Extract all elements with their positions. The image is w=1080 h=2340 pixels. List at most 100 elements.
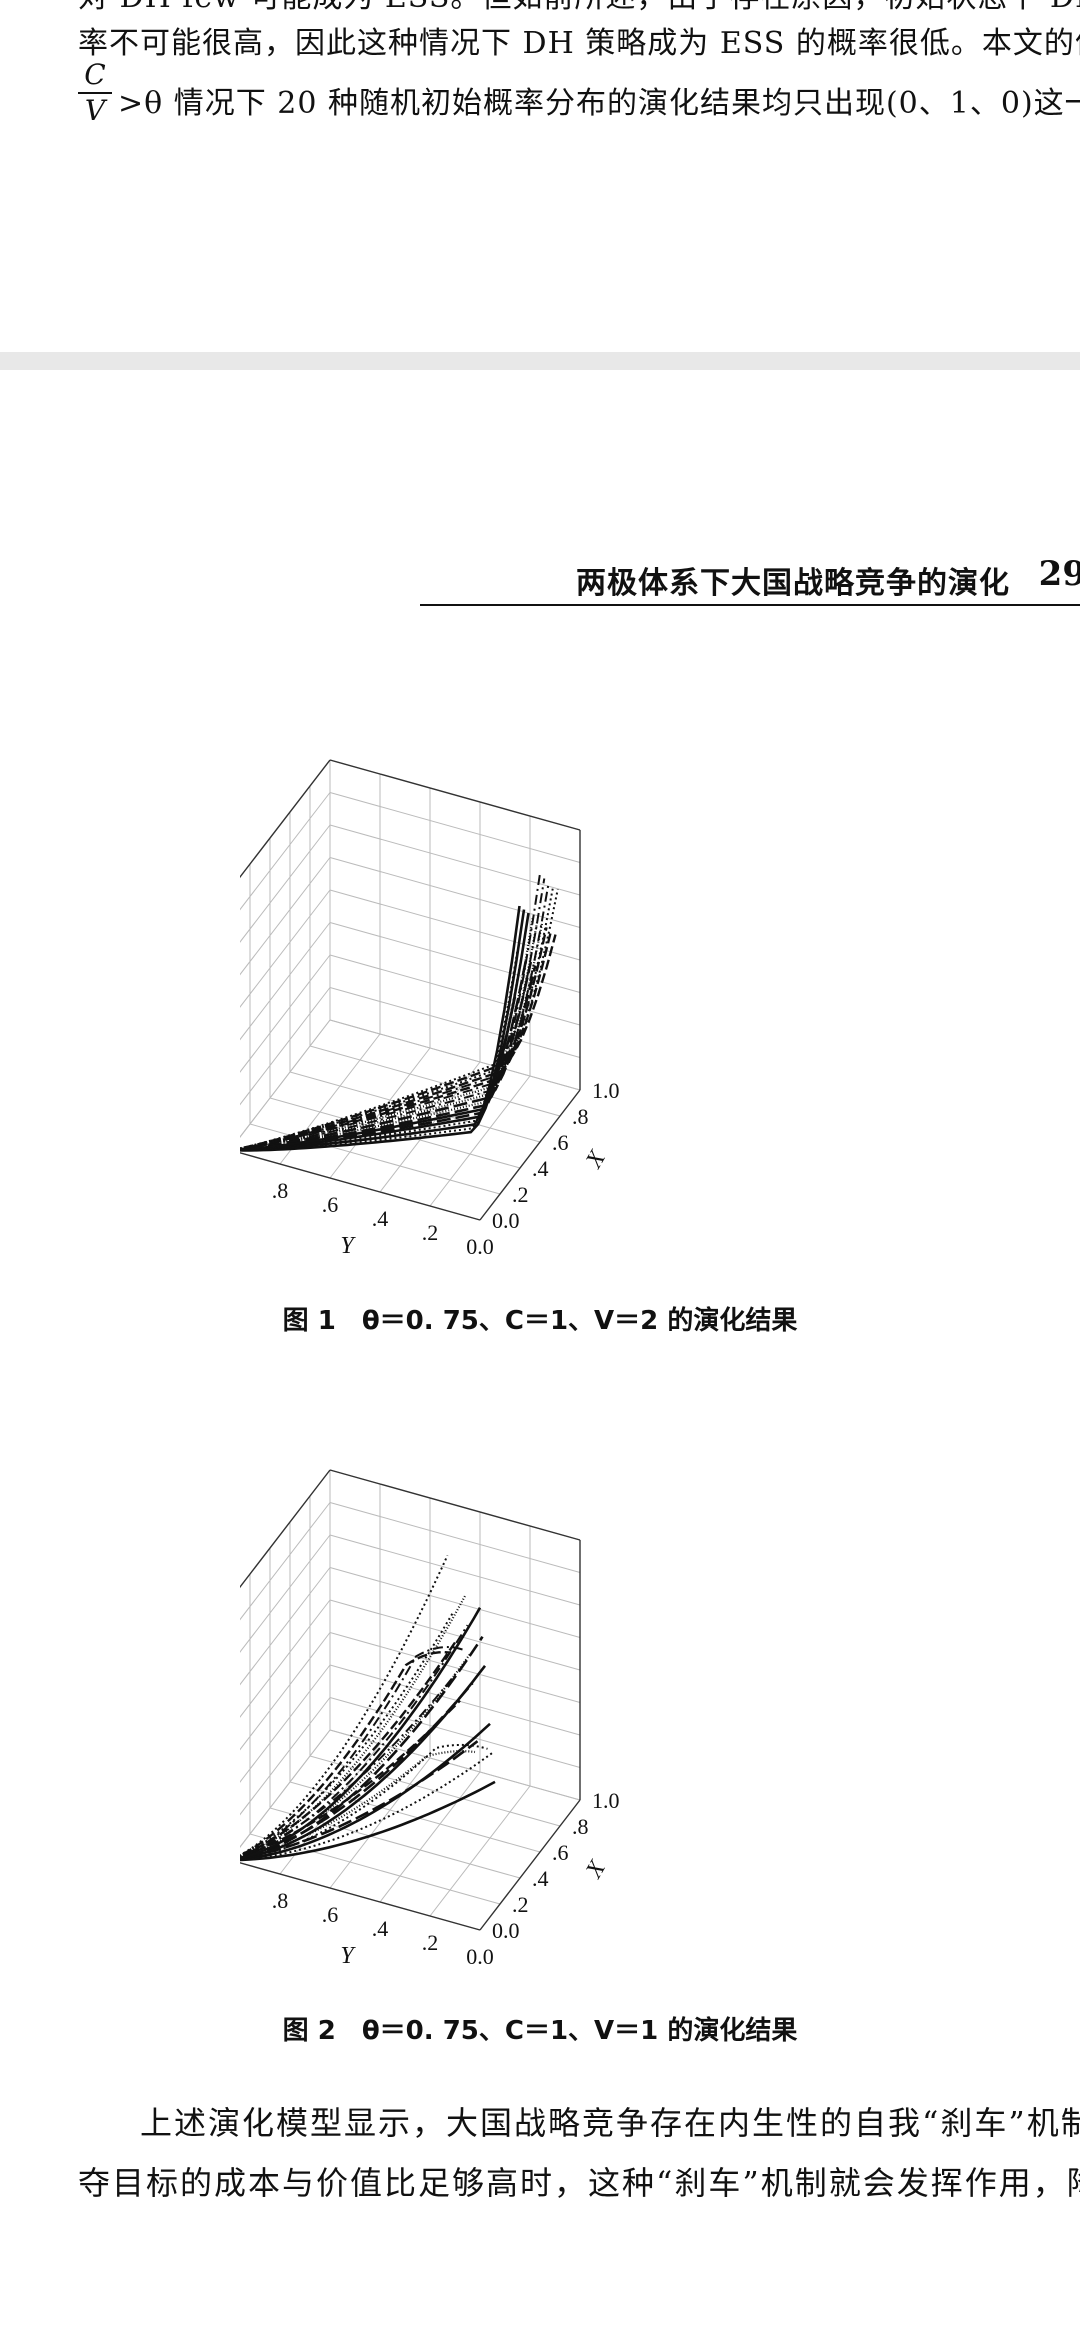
y-tick-label: .4 xyxy=(372,1206,389,1231)
evolution-trajectory xyxy=(240,954,523,1152)
box-edge xyxy=(479,1089,581,1221)
y-tick-label: .2 xyxy=(422,1220,439,1245)
floor-gridline xyxy=(309,1045,561,1117)
evolution-trajectory xyxy=(240,965,537,1151)
text-line: >θ 情况下 20 种随机初始概率分布的演化结果均只出现(0、1、0)这一个均衡… xyxy=(118,86,1080,121)
floor-gridline xyxy=(429,1785,531,1917)
current-page: 两极体系下大国战略竞争的演化 29 0.00.02.04.06.08.10.12… xyxy=(0,370,1080,2340)
evolution-trajectory xyxy=(240,1607,482,1860)
x-tick-label: 0.0 xyxy=(492,1918,520,1943)
fraction-denominator: V xyxy=(84,94,106,127)
body-text-line: 上述演化模型显示，大国战略竞争存在内生性的自我“刹车”机制，当争 xyxy=(140,2104,1080,2142)
figure-1-caption: 图 1 θ＝0. 75、C＝1、V＝2 的演化结果 xyxy=(282,1306,798,1336)
x-tick-label: 0.0 xyxy=(492,1208,520,1233)
wall-gridline xyxy=(329,1019,581,1091)
evolution-trajectory xyxy=(240,1595,466,1859)
box-edge xyxy=(240,1469,331,1589)
floor-gridline xyxy=(309,1755,561,1827)
wall-gridline xyxy=(329,889,581,961)
evolution-trajectory xyxy=(240,1650,451,1857)
wall-gridline xyxy=(240,759,331,878)
wall-gridline xyxy=(329,1534,581,1606)
wall-gridline xyxy=(240,889,331,1008)
y-tick-label: 0.0 xyxy=(466,1234,494,1259)
x-tick-label: 1.0 xyxy=(592,1078,620,1103)
x-tick-label: .2 xyxy=(512,1892,529,1917)
wall-gridline xyxy=(329,1632,581,1703)
page-number: 29 xyxy=(1038,554,1080,594)
wall-gridline xyxy=(329,954,581,1026)
evolution-trajectory xyxy=(240,951,519,1152)
y-tick-label: .8 xyxy=(272,1178,289,1203)
wall-gridline xyxy=(240,954,331,1073)
running-head-title: 两极体系下大国战略竞争的演化 xyxy=(576,566,1010,601)
wall-gridline xyxy=(329,987,581,1058)
page-separator xyxy=(0,352,1080,370)
wall-gridline xyxy=(240,1502,331,1621)
evolution-trajectory xyxy=(240,1682,474,1860)
y-tick-label: .4 xyxy=(372,1916,389,1941)
x-tick-label: .6 xyxy=(552,1130,569,1155)
evolution-trajectory xyxy=(240,958,528,1152)
wall-gridline xyxy=(240,1729,331,1848)
wall-gridline xyxy=(240,792,331,911)
wall-gridline xyxy=(240,857,331,976)
wall-gridline xyxy=(240,1567,331,1686)
evolution-trajectory xyxy=(240,881,550,1150)
y-tick-label: .2 xyxy=(422,1930,439,1955)
evolution-trajectory xyxy=(240,1670,459,1858)
y-tick-label: .6 xyxy=(322,1192,339,1217)
box-edge xyxy=(329,759,581,831)
wall-gridline xyxy=(240,1019,331,1138)
text-line-cut: 对 DH few 可能成为 ESS。但如前所述，由于存在原因，初始状态下 DH … xyxy=(78,0,1080,16)
figure-1-plot: 0.00.02.04.06.08.10.12.14Z.8.6.4.20.0Y0.… xyxy=(240,759,620,1259)
x-tick-label: .4 xyxy=(532,1156,549,1181)
wall-gridline xyxy=(240,1664,331,1783)
box-edge xyxy=(240,759,331,879)
x-tick-label: .2 xyxy=(512,1182,529,1207)
fraction-c-over-v: C V xyxy=(78,58,112,128)
x-axis-label: X xyxy=(581,1855,612,1883)
evolution-trajectory xyxy=(240,1751,494,1861)
x-tick-label: .8 xyxy=(572,1104,589,1129)
wall-gridline xyxy=(329,1697,581,1768)
evolution-trajectory xyxy=(240,1780,496,1862)
y-tick-label: 0.0 xyxy=(466,1944,494,1969)
wall-gridline xyxy=(240,1697,331,1816)
wall-gridline xyxy=(329,1729,581,1801)
wall-gridline xyxy=(240,824,331,943)
wall-gridline xyxy=(329,1502,581,1573)
evolution-trajectory xyxy=(240,912,530,1152)
evolution-trajectory xyxy=(240,1722,491,1861)
floor-gridline xyxy=(289,1071,541,1143)
wall-gridline xyxy=(240,987,331,1106)
evolution-trajectory xyxy=(240,1645,463,1858)
evolution-trajectory xyxy=(240,1624,469,1859)
x-tick-label: .6 xyxy=(552,1840,569,1865)
evolution-trajectory xyxy=(240,1554,449,1857)
figure-2-plot: 0.00.02.04.06.08.10.12.14Z.8.6.4.20.0Y0.… xyxy=(240,1469,620,1969)
floor-gridline xyxy=(289,1781,541,1853)
wall-gridline xyxy=(329,824,581,896)
wall-gridline xyxy=(329,792,581,863)
box-edge xyxy=(240,1152,481,1221)
x-tick-label: 1.0 xyxy=(592,1788,620,1813)
wall-gridline xyxy=(329,1664,581,1736)
y-axis-label: Y xyxy=(340,1943,356,1969)
evolution-trajectory xyxy=(240,1641,456,1858)
evolution-trajectory xyxy=(240,923,544,1151)
wall-gridline xyxy=(240,1534,331,1653)
wall-gridline xyxy=(329,1567,581,1638)
x-tick-label: .8 xyxy=(572,1814,589,1839)
y-tick-label: .6 xyxy=(322,1902,339,1927)
wall-gridline xyxy=(329,1599,581,1671)
body-text-line: 夺目标的成本与价值比足够高时，这种“刹车”机制就会发挥作用，降低大国 xyxy=(78,2164,1080,2202)
evolution-trajectory xyxy=(240,1612,454,1857)
y-axis-label: Y xyxy=(340,1233,356,1259)
figure-2-caption: 图 2 θ＝0. 75、C＝1、V＝1 的演化结果 xyxy=(282,2016,798,2046)
floor-gridline xyxy=(329,1757,431,1889)
box-edge xyxy=(479,1799,581,1931)
floor-gridline xyxy=(269,1807,521,1879)
previous-page: 对 DH few 可能成为 ESS。但如前所述，由于存在原因，初始状态下 DH … xyxy=(0,0,1080,352)
figure-1: 0.00.02.04.06.08.10.12.14Z.8.6.4.20.0Y0.… xyxy=(240,670,960,1290)
